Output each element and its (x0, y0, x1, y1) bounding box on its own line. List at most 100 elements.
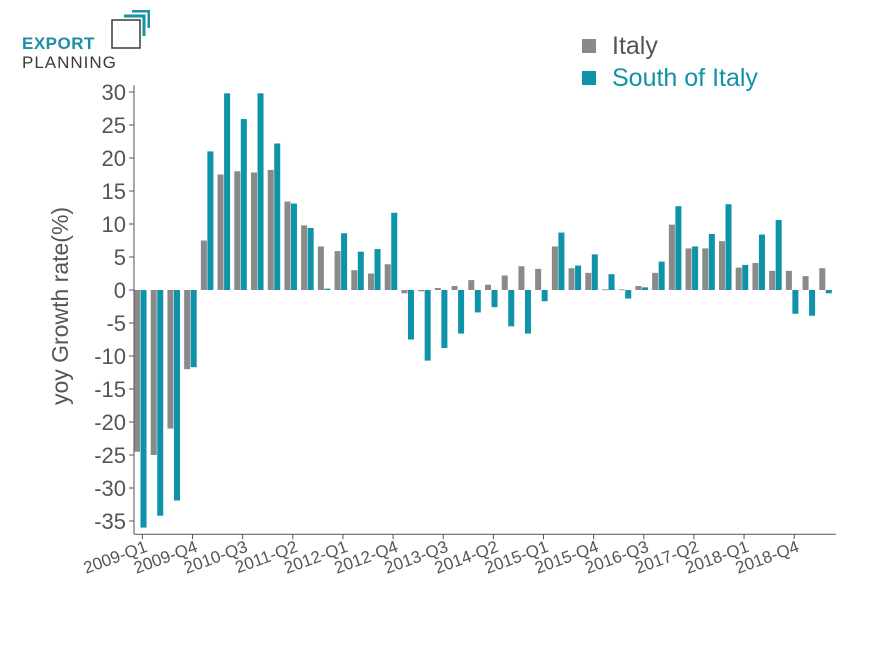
bar-italy-2016-q3 (635, 286, 642, 290)
y-tick-label--10: -10 (94, 344, 126, 369)
bar-italy-2012-q4 (384, 264, 391, 290)
bar-south-of-italy-2015-q1 (541, 290, 548, 302)
logo-text-export: EXPORT (22, 34, 95, 53)
bar-italy-2014-q1 (468, 280, 475, 290)
bar-italy-2011-q2 (284, 201, 291, 290)
bar-south-of-italy-2010-q2 (224, 93, 231, 290)
bar-south-of-italy-2018-q2 (758, 234, 765, 290)
bar-italy-2018-q1 (735, 267, 742, 290)
bar-italy-2011-q3 (301, 225, 308, 290)
bar-south-of-italy-2012-q4 (391, 212, 398, 290)
bar-south-of-italy-2014-q2 (491, 290, 498, 308)
y-tick-label-10: 10 (102, 212, 126, 237)
bar-south-of-italy-2015-q2 (558, 232, 565, 290)
bar-italy-2014-q3 (501, 275, 508, 290)
bar-south-of-italy-2016-q2 (625, 290, 632, 299)
bar-south-of-italy-2011-q4 (324, 288, 331, 290)
export-planning-logo: EXPORT PLANNING (22, 10, 152, 74)
bar-italy-2016-q4 (652, 272, 659, 290)
bar-south-of-italy-2009-q1 (140, 290, 147, 528)
bar-south-of-italy-2015-q4 (591, 254, 598, 290)
y-tick-label-5: 5 (114, 245, 126, 270)
bar-south-of-italy-2012-q2 (357, 251, 364, 290)
bar-italy-2009-q3 (167, 290, 174, 429)
bar-south-of-italy-2012-q1 (341, 233, 348, 290)
y-tick-label--15: -15 (94, 377, 126, 402)
bar-italy-2017-q3 (702, 248, 709, 290)
bar-south-of-italy-2017-q1 (675, 206, 682, 290)
y-tick-label--5: -5 (106, 311, 126, 336)
bar-italy-2016-q2 (618, 289, 625, 291)
logo-text-planning: PLANNING (22, 53, 117, 72)
bar-italy-2014-q2 (485, 284, 492, 290)
bar-italy-2015-q2 (551, 246, 558, 290)
bar-italy-2010-q3 (234, 171, 241, 290)
bar-south-of-italy-2014-q1 (474, 290, 481, 313)
bar-italy-2009-q1 (134, 290, 141, 452)
bar-south-of-italy-2013-q3 (441, 290, 448, 349)
bar-south-of-italy-2017-q3 (708, 233, 715, 290)
y-tick-label-20: 20 (102, 146, 126, 171)
bar-south-of-italy-2016-q1 (608, 274, 615, 290)
legend-swatch-italy (582, 39, 596, 53)
bar-italy-2013-q1 (401, 290, 408, 294)
bar-italy-2013-q3 (434, 288, 441, 290)
bar-south-of-italy-2019-q2 (825, 290, 832, 294)
logo-squares-icon (111, 10, 150, 49)
y-tick-label-30: 30 (102, 80, 126, 105)
bar-italy-2017-q1 (668, 224, 675, 290)
bar-italy-2014-q4 (518, 266, 525, 290)
y-tick-label--20: -20 (94, 410, 126, 435)
bar-italy-2009-q2 (150, 290, 157, 455)
bar-south-of-italy-2017-q4 (725, 204, 732, 290)
bar-italy-2019-q2 (819, 268, 826, 290)
y-tick-label-0: 0 (114, 278, 126, 303)
bar-south-of-italy-2009-q4 (190, 290, 197, 368)
bar-italy-2010-q4 (251, 172, 258, 290)
bars-group (134, 93, 832, 528)
legend-label-italy: Italy (612, 31, 658, 60)
bar-italy-2017-q4 (719, 241, 726, 290)
bar-south-of-italy-2011-q2 (290, 203, 297, 290)
bar-italy-2011-q1 (267, 169, 274, 290)
chart-legend: Italy South of Italy (582, 30, 758, 94)
bar-italy-2012-q2 (351, 270, 358, 290)
bar-south-of-italy-2013-q4 (458, 290, 465, 334)
bar-italy-2018-q2 (752, 262, 759, 290)
bar-south-of-italy-2015-q3 (575, 265, 582, 290)
bar-italy-2012-q1 (334, 251, 341, 290)
bar-south-of-italy-2009-q3 (173, 290, 180, 501)
y-tick-label--30: -30 (94, 476, 126, 501)
bar-italy-2015-q4 (585, 272, 592, 290)
y-tick-label--35: -35 (94, 509, 126, 534)
bar-italy-2013-q2 (418, 290, 425, 292)
x-axis: 2009-Q12009-Q42010-Q32011-Q22012-Q12012-… (81, 533, 836, 578)
bar-south-of-italy-2010-q4 (257, 93, 264, 290)
bar-south-of-italy-2016-q4 (658, 261, 665, 290)
bar-italy-2015-q3 (568, 268, 575, 290)
bar-south-of-italy-2012-q3 (374, 249, 381, 290)
bar-italy-2018-q4 (785, 270, 792, 290)
bar-italy-2019-q1 (802, 276, 809, 290)
bar-south-of-italy-2013-q1 (407, 290, 414, 340)
bar-south-of-italy-2009-q2 (157, 290, 164, 516)
bar-italy-2011-q4 (317, 246, 324, 290)
y-tick-label-15: 15 (102, 179, 126, 204)
bar-south-of-italy-2010-q1 (207, 151, 214, 290)
y-tick-label--25: -25 (94, 443, 126, 468)
bar-italy-2018-q3 (769, 270, 776, 290)
bar-italy-2010-q1 (200, 240, 207, 290)
bar-south-of-italy-2011-q1 (274, 143, 281, 290)
legend-item-south-of-italy: South of Italy (582, 62, 758, 94)
bar-south-of-italy-2014-q4 (524, 290, 531, 334)
legend-swatch-south-of-italy (582, 71, 596, 85)
bar-south-of-italy-2016-q3 (641, 287, 648, 290)
bar-italy-2010-q2 (217, 174, 224, 290)
y-axis-label: yoy Growth rate(%) (47, 207, 73, 405)
bar-italy-2013-q4 (451, 286, 458, 290)
legend-item-italy: Italy (582, 30, 758, 62)
bar-italy-2009-q4 (184, 290, 191, 370)
bar-south-of-italy-2017-q2 (692, 246, 699, 290)
bar-south-of-italy-2013-q2 (424, 290, 431, 361)
bar-italy-2016-q1 (602, 289, 609, 291)
